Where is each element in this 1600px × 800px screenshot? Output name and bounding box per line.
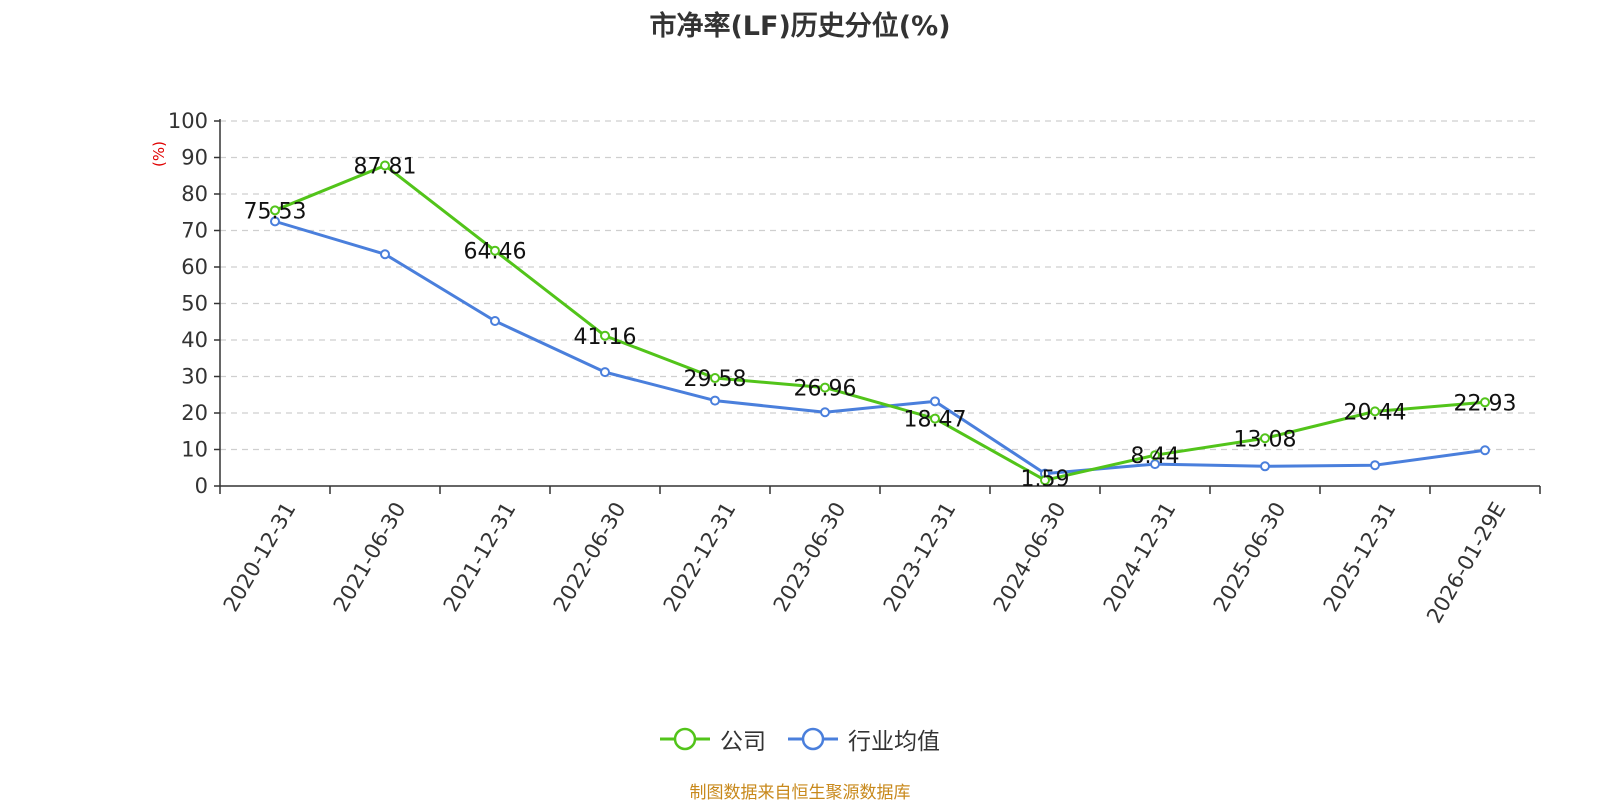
data-label: 1.59	[1021, 467, 1070, 492]
x-tick-label: 2025-06-30	[1209, 498, 1291, 616]
x-tick-label: 2021-12-31	[439, 498, 521, 616]
x-tick-label: 2024-06-30	[989, 498, 1071, 616]
data-point-company	[1480, 397, 1490, 408]
x-tick-label: 2021-06-30	[329, 498, 411, 616]
legend-item-industry[interactable]: 行业均值	[788, 722, 940, 756]
data-point-industry	[930, 396, 940, 407]
data-point-industry	[600, 367, 610, 378]
y-tick-label: 0	[195, 474, 208, 498]
data-point-company	[1040, 475, 1050, 486]
data-label: 8.44	[1131, 444, 1180, 469]
data-point-company	[930, 413, 940, 424]
x-tick-label: 2022-12-31	[659, 498, 741, 616]
y-axis-label: (%)	[150, 141, 168, 167]
data-point-company	[380, 160, 390, 171]
x-tick-label: 2023-12-31	[879, 498, 961, 616]
y-tick-label: 30	[181, 365, 208, 389]
y-tick-label: 10	[181, 438, 208, 462]
data-label: 41.16	[574, 325, 637, 350]
y-tick-label: 50	[181, 292, 208, 316]
data-labels: 75.53 87.81 64.46 41.16 29.58 26.96 18.47 1.59 8…	[244, 154, 1517, 492]
series-line-company	[274, 163, 1486, 482]
x-tick-label: 2020-12-31	[219, 498, 301, 616]
data-label: 22.93	[1454, 391, 1517, 416]
y-tick-label: 90	[181, 146, 208, 170]
grid-lines	[220, 120, 1540, 451]
data-point-company	[270, 205, 280, 216]
x-tick-label: 2025-12-31	[1319, 498, 1401, 616]
y-tick-label: 20	[181, 401, 208, 425]
y-tick-label: 80	[181, 182, 208, 206]
data-label: 75.53	[244, 199, 307, 224]
data-label: 26.96	[794, 377, 857, 402]
data-point-industry	[820, 407, 830, 418]
source-note: 制图数据来自恒生聚源数据库	[689, 783, 911, 800]
data-label: 13.08	[1234, 427, 1297, 452]
data-label: 20.44	[1344, 400, 1407, 425]
x-tick-label: 2026-01-29E	[1422, 498, 1510, 627]
data-point-company	[490, 245, 500, 256]
x-tick-label: 2022-06-30	[549, 498, 631, 616]
legend-marker-icon	[660, 727, 710, 751]
data-point-company	[710, 373, 720, 384]
data-point-industry	[1480, 445, 1490, 456]
data-point-company	[600, 330, 610, 341]
legend-item-company[interactable]: 公司	[660, 722, 766, 756]
axes: 0 10 20 30 40 50 60 70 80 90 100 2020-12-31 2021-06-…	[168, 109, 1541, 627]
y-tick-label: 100	[168, 109, 208, 133]
data-label: 87.81	[354, 154, 417, 179]
legend-marker-icon	[788, 727, 838, 751]
data-point-industry	[490, 316, 500, 327]
data-point-industry	[380, 249, 390, 260]
x-tick-label: 2024-12-31	[1099, 498, 1181, 616]
data-point-industry	[1260, 461, 1270, 472]
data-point-industry	[710, 395, 720, 406]
data-point-company	[1260, 433, 1270, 444]
data-point-industry	[270, 216, 280, 227]
y-tick-label: 40	[181, 328, 208, 352]
data-point-company	[820, 382, 830, 393]
line-chart: 0 10 20 30 40 50 60 70 80 90 100 2020-12-31 2021-06-…	[150, 109, 1541, 627]
legend-label: 公司	[720, 729, 766, 755]
legend-label: 行业均值	[848, 729, 940, 755]
chart-title: 市净率(LF)历史分位(%)	[649, 11, 951, 42]
series-lines	[270, 160, 1490, 486]
data-label: 29.58	[684, 367, 747, 392]
y-tick-label: 60	[181, 255, 208, 279]
y-tick-label: 70	[181, 219, 208, 243]
data-label: 64.46	[464, 240, 527, 265]
data-label: 18.47	[904, 408, 967, 433]
data-point-company	[1150, 450, 1160, 461]
legend: 公司 行业均值	[0, 722, 1600, 756]
series-line-industry	[274, 219, 1486, 476]
data-point-company	[1370, 406, 1380, 417]
data-point-industry	[1370, 460, 1380, 471]
x-tick-label: 2023-06-30	[769, 498, 851, 616]
